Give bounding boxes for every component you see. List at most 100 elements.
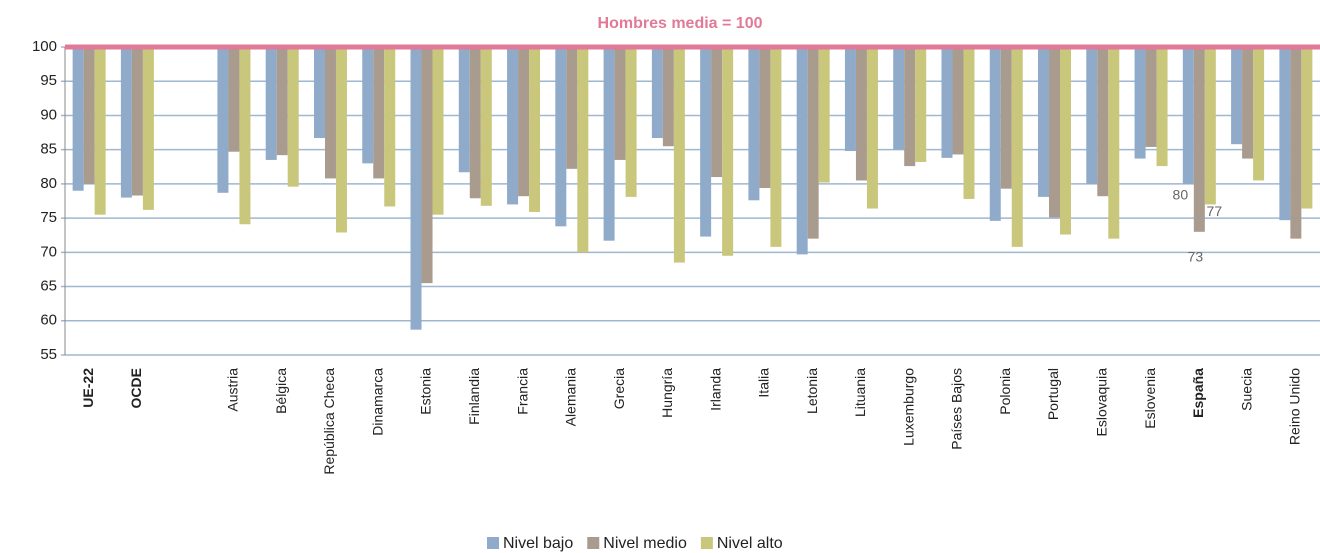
bar <box>518 47 530 197</box>
legend-label: Nivel medio <box>603 535 687 552</box>
bar <box>603 47 615 241</box>
x-tick-label: Luxemburgo <box>900 368 916 446</box>
data-label: 80 <box>1173 187 1189 203</box>
bar <box>228 47 240 152</box>
bar <box>1242 47 1254 159</box>
bar <box>989 47 1001 221</box>
x-tick-label: Austria <box>225 368 241 412</box>
x-tick-label: Dinamarca <box>369 368 385 436</box>
chart-title: Hombres media = 100 <box>598 15 763 32</box>
bar <box>796 47 808 255</box>
bar <box>287 47 299 187</box>
bar <box>844 47 856 152</box>
data-label: 73 <box>1188 249 1204 265</box>
bar <box>566 47 578 169</box>
x-tick-label: Eslovenia <box>1142 368 1158 429</box>
bar <box>1049 47 1061 218</box>
bar <box>1156 47 1168 167</box>
bar <box>1231 47 1243 145</box>
bar <box>142 47 154 210</box>
bar <box>722 47 734 256</box>
y-tick-label: 55 <box>40 346 57 363</box>
x-tick-label: Italia <box>756 368 772 398</box>
bar <box>711 47 723 178</box>
bar <box>577 47 589 253</box>
x-tick-label: Estonia <box>418 368 434 415</box>
bar <box>529 47 541 212</box>
y-tick-label: 100 <box>32 38 57 55</box>
bar <box>1000 47 1012 189</box>
bar <box>373 47 385 179</box>
y-tick-label: 90 <box>40 106 57 123</box>
bar <box>759 47 771 188</box>
bar <box>432 47 444 215</box>
legend-label: Nivel alto <box>717 535 783 552</box>
legend-swatch <box>487 537 499 549</box>
bar <box>83 47 95 184</box>
y-tick-label: 60 <box>40 312 57 329</box>
bar <box>866 47 878 209</box>
bar <box>1134 47 1146 159</box>
y-tick-label: 80 <box>40 175 57 192</box>
bar <box>410 47 422 330</box>
bar <box>480 47 492 206</box>
y-tick-label: 70 <box>40 243 57 260</box>
bar <box>807 47 819 239</box>
legend-label: Nivel bajo <box>503 535 573 552</box>
bar <box>239 47 251 225</box>
bar <box>904 47 916 167</box>
bar <box>507 47 519 205</box>
bar <box>700 47 712 237</box>
bar <box>915 47 927 162</box>
bar <box>335 47 347 233</box>
legend-swatch <box>587 537 600 549</box>
x-tick-label: Eslovaquia <box>1093 368 1109 437</box>
bar <box>1290 47 1302 239</box>
bar <box>748 47 760 201</box>
x-tick-label: República Checa <box>321 368 337 475</box>
legend-swatch <box>700 537 713 549</box>
bar <box>131 47 143 196</box>
x-tick-label: España <box>1190 368 1206 418</box>
bar <box>818 47 830 183</box>
x-tick-label: UE-22 <box>80 368 96 408</box>
bar <box>855 47 867 181</box>
bar <box>941 47 953 158</box>
bar <box>1193 47 1205 232</box>
bar <box>963 47 975 199</box>
data-label: 77 <box>1207 203 1223 219</box>
y-tick-label: 65 <box>40 278 57 295</box>
bar <box>1108 47 1120 239</box>
bar <box>625 47 637 197</box>
x-tick-label: Polonia <box>997 368 1013 415</box>
bar <box>94 47 106 215</box>
bar <box>469 47 481 199</box>
bar <box>1038 47 1050 197</box>
x-tick-label: Lituania <box>852 368 868 417</box>
bar <box>614 47 626 160</box>
bar <box>893 47 905 150</box>
bar <box>555 47 567 227</box>
x-tick-label: Letonia <box>804 368 820 414</box>
bar <box>1060 47 1072 235</box>
bar <box>324 47 336 179</box>
bar <box>362 47 374 164</box>
x-tick-label: Irlanda <box>707 368 723 411</box>
bar <box>1204 47 1216 205</box>
bar <box>384 47 396 207</box>
y-tick-label: 85 <box>40 141 57 158</box>
bar <box>265 47 277 160</box>
x-tick-label: Francia <box>514 368 530 415</box>
bar <box>1253 47 1265 181</box>
bar <box>1301 47 1313 209</box>
bar <box>770 47 782 247</box>
bar <box>217 47 229 193</box>
bar <box>458 47 470 173</box>
x-tick-label: Suecia <box>1238 368 1254 411</box>
x-tick-label: Bélgica <box>273 368 289 414</box>
y-tick-label: 75 <box>40 209 57 226</box>
x-tick-label: Portugal <box>1045 368 1061 420</box>
x-tick-label: Hungría <box>659 368 675 418</box>
bar <box>1086 47 1098 184</box>
y-tick-label: 95 <box>40 72 57 89</box>
